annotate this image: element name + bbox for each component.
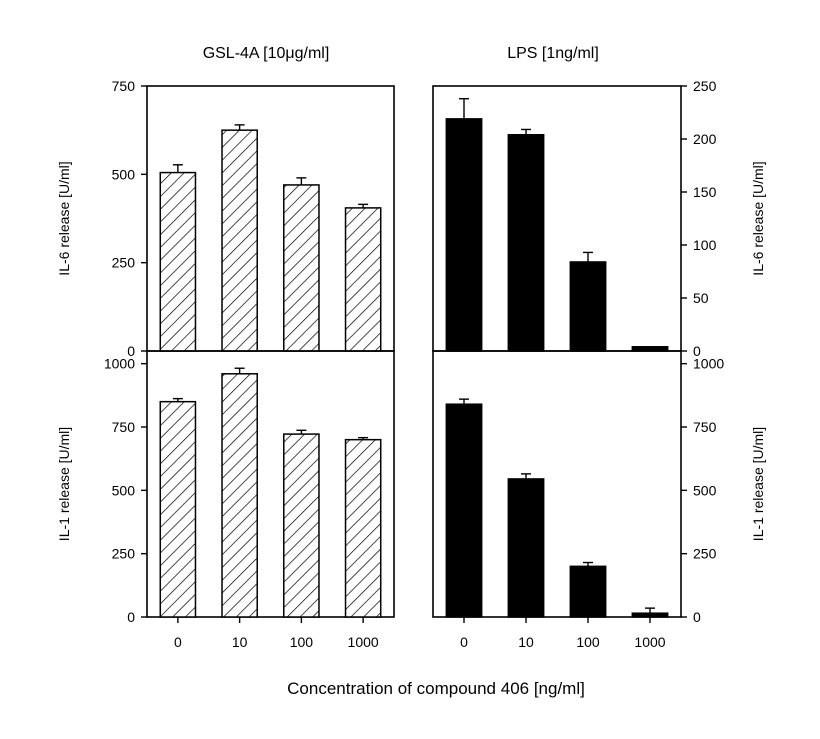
y-tick-label: 200 [693, 131, 717, 147]
bar-top-left-1000 [344, 207, 382, 352]
bar-bottom-right-1000 [631, 612, 669, 618]
bar-top-right-0 [445, 118, 483, 352]
y-tick-label: 100 [693, 237, 717, 253]
bar-top-right-100 [569, 261, 607, 352]
x-axis-title: Concentration of compound 406 [ng/ml] [287, 679, 585, 698]
y-tick-label: 150 [693, 184, 717, 200]
panel-il6-lps: 0 50 100 150 200 250 IL-6 release [U/ml] [432, 78, 766, 359]
y-tick-label: 250 [693, 78, 717, 94]
bar-bottom-left-1000 [344, 438, 382, 618]
x-tick-label: 0 [174, 634, 182, 650]
y-tick-label: 0 [127, 609, 135, 625]
y-tick-label: 0 [127, 343, 135, 359]
y-axis-title-left: IL-1 release [U/ml] [56, 427, 72, 541]
y-axis-title-right: IL-1 release [U/ml] [750, 427, 766, 541]
y-tick-label: 250 [112, 546, 136, 562]
left-column-title: GSL-4A [10μg/ml] [203, 45, 330, 62]
y-axis-title-right: IL-6 release [U/ml] [750, 161, 766, 275]
y-tick-label: 0 [693, 609, 701, 625]
right-column-title: LPS [1ng/ml] [507, 45, 599, 62]
y-tick-label: 500 [112, 482, 136, 498]
bar-bottom-right-100 [569, 565, 607, 618]
x-tick-label: 1000 [634, 634, 665, 650]
x-tick-label: 10 [518, 634, 534, 650]
y-tick-label: 500 [112, 166, 136, 182]
bar-top-left-10 [221, 129, 258, 352]
y-tick-label: 750 [112, 419, 136, 435]
y-tick-label: 250 [112, 255, 136, 271]
panel-il6-gsl4a: 0 250 500 750 IL-6 release [U/ml] [56, 78, 395, 359]
y-tick-label: 50 [693, 290, 709, 306]
panel-frame [146, 350, 395, 618]
y-tick-label: 750 [112, 78, 136, 94]
y-tick-label: 1000 [693, 356, 724, 372]
y-tick-label: 1000 [104, 356, 135, 372]
bar-bottom-right-0 [445, 403, 483, 618]
y-axis-title-left: IL-6 release [U/ml] [56, 161, 72, 275]
bar-top-left-0 [159, 171, 197, 352]
x-tick-label: 0 [460, 634, 468, 650]
panel-il1-gsl4a: 0 250 500 750 1000 IL-1 release [U/ml] 0 10 100 1… [56, 350, 395, 650]
bar-top-right-10 [507, 134, 545, 352]
x-tick-label: 1000 [348, 634, 379, 650]
bar-bottom-left-0 [159, 400, 197, 618]
y-tick-label: 750 [693, 419, 717, 435]
bar-bottom-right-10 [507, 478, 545, 618]
bar-top-left-100 [283, 184, 320, 352]
bar-bottom-left-100 [283, 433, 320, 618]
y-tick-label: 500 [693, 482, 717, 498]
y-tick-label: 0 [693, 343, 701, 359]
y-tick-label: 250 [693, 546, 717, 562]
x-tick-label: 100 [290, 634, 314, 650]
bar-bottom-left-10 [221, 373, 258, 618]
panel-il1-lps: 0 250 500 750 1000 IL-1 release [U/ml] 0 10 100 1… [432, 350, 766, 650]
panel-frame [432, 350, 682, 618]
x-tick-label: 100 [576, 634, 600, 650]
x-tick-label: 10 [232, 634, 248, 650]
